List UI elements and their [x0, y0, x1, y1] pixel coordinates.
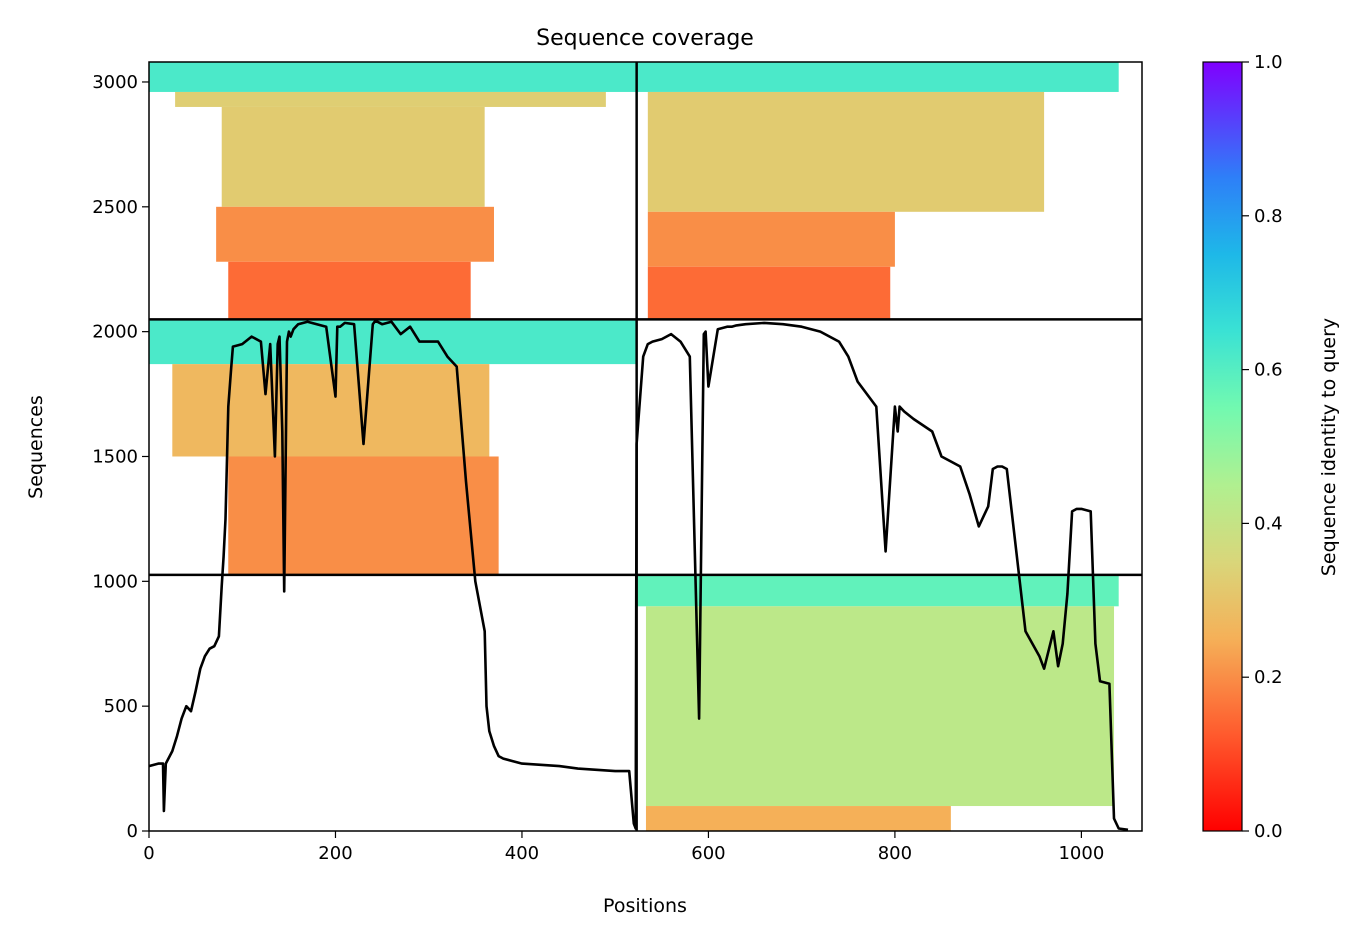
- chart-title: Sequence coverage: [536, 26, 754, 51]
- heatmap-band: [175, 91, 606, 107]
- colorbar-tick-label: 0.2: [1254, 667, 1283, 688]
- heatmap-band: [221, 106, 485, 207]
- colorbar-tick-label: 0.8: [1254, 206, 1283, 227]
- heatmap-band: [647, 91, 1045, 212]
- heatmap-band: [149, 62, 637, 92]
- heatmap-band: [647, 266, 891, 320]
- heatmap-band: [228, 456, 499, 575]
- heatmap-band: [647, 211, 895, 267]
- heatmap-band: [149, 319, 637, 365]
- colorbar-tick-label: 0.0: [1254, 821, 1283, 842]
- colorbar-tick-label: 0.4: [1254, 513, 1283, 534]
- heatmap-band: [636, 574, 1119, 607]
- heatmap-band: [172, 364, 490, 457]
- colorbar-label: Sequence identity to query: [1318, 318, 1340, 576]
- plot-frame: [148, 61, 1143, 832]
- heatmap-band: [645, 806, 951, 831]
- y-tick-label: 1000: [92, 571, 138, 592]
- x-axis-label: Positions: [603, 895, 687, 917]
- x-tick-label: 200: [318, 843, 352, 864]
- x-tick-label: 400: [505, 843, 539, 864]
- x-tick-label: 1000: [1058, 843, 1104, 864]
- y-tick-label: 2500: [92, 197, 138, 218]
- y-axis-label: Sequences: [25, 395, 47, 499]
- x-tick-label: 0: [143, 843, 154, 864]
- heatmap-band: [216, 206, 494, 262]
- y-tick-label: 0: [127, 821, 138, 842]
- heatmap-band: [645, 606, 1115, 807]
- coverage-line: [149, 320, 1129, 831]
- y-tick-label: 3000: [92, 72, 138, 93]
- heatmap-band: [636, 62, 1119, 92]
- x-axis: 0 200 400 600 800 1000: [143, 831, 1104, 864]
- y-tick-label: 2000: [92, 322, 138, 343]
- coverage-heatmap: [149, 62, 1119, 831]
- colorbar-tick-label: 0.6: [1254, 360, 1283, 381]
- x-tick-label: 800: [878, 843, 912, 864]
- y-axis: 0 500 1000 1500 2000 2500 3000: [92, 72, 149, 842]
- x-tick-label: 600: [691, 843, 725, 864]
- y-tick-label: 1500: [92, 446, 138, 467]
- heatmap-band: [228, 261, 471, 320]
- colorbar-axis: 0.0 0.2 0.4 0.6 0.8 1.0: [1242, 52, 1283, 842]
- y-tick-label: 500: [104, 696, 138, 717]
- colorbar-tick-label: 1.0: [1254, 52, 1283, 73]
- coverage-line-group: [149, 320, 1129, 831]
- colorbar: [1202, 61, 1243, 832]
